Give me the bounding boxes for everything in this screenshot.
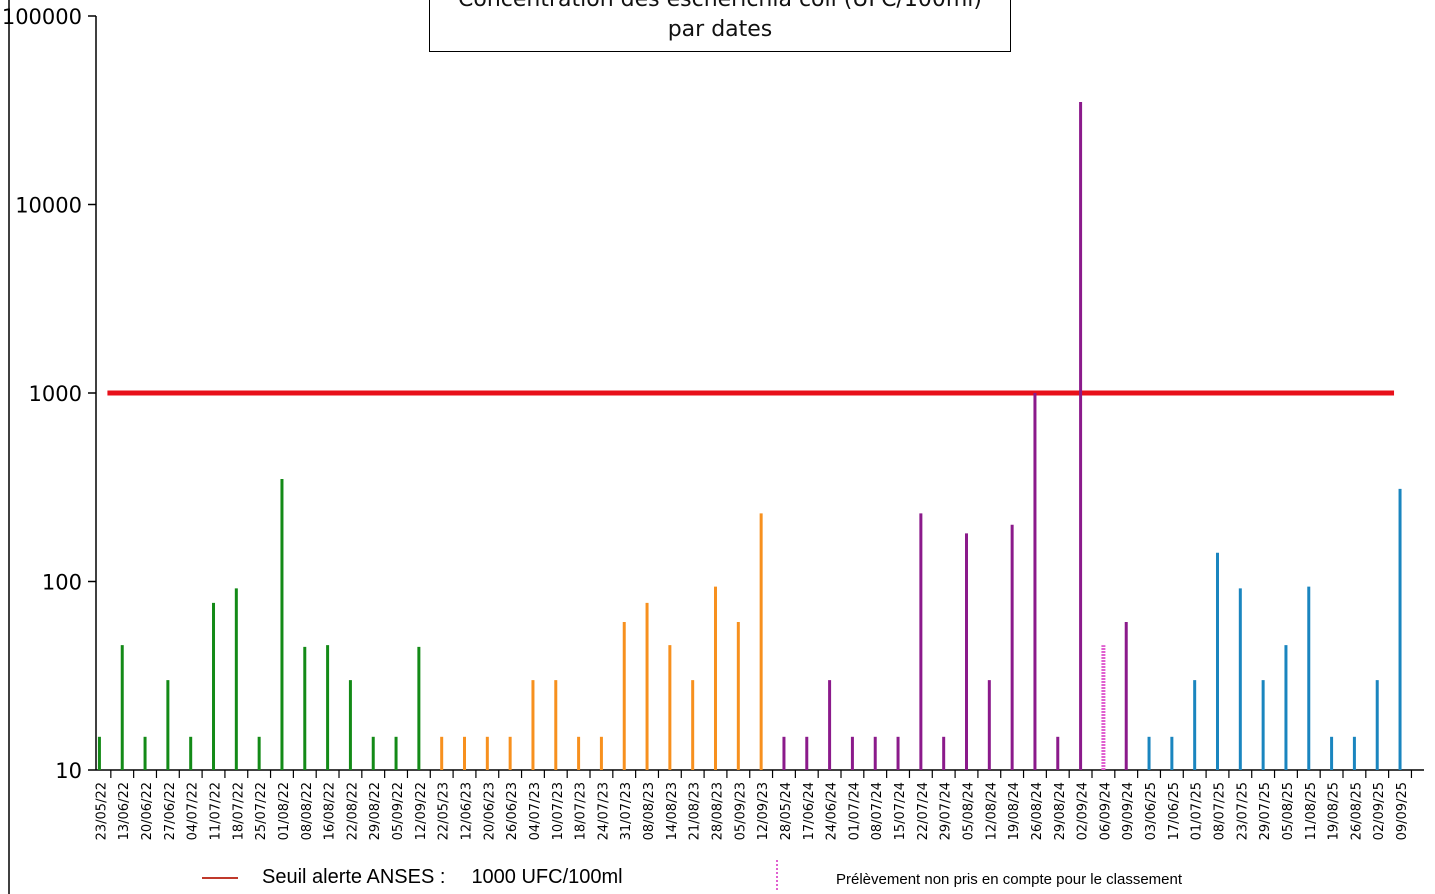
x-tick-label: 18/07/23 <box>574 782 589 840</box>
x-tick-label: 05/09/22 <box>391 782 406 840</box>
x-tick-label: 21/08/23 <box>688 782 703 840</box>
x-tick-label: 05/08/25 <box>1281 782 1296 840</box>
x-tick-label: 13/06/22 <box>117 782 132 840</box>
x-tick-label: 18/07/22 <box>231 782 246 840</box>
x-tick-label: 20/06/23 <box>482 782 497 840</box>
x-tick-label: 15/07/24 <box>893 782 908 840</box>
x-tick-label: 26/08/25 <box>1349 782 1364 840</box>
x-tick-label: 14/08/23 <box>665 782 680 840</box>
x-tick-label: 01/08/22 <box>277 782 292 840</box>
y-tick-label: 10000 <box>15 194 82 218</box>
legend-excluded: Prélèvement non pris en compte pour le c… <box>776 860 1183 890</box>
x-tick-label: 17/06/25 <box>1167 782 1182 840</box>
x-tick-label: 09/09/25 <box>1395 782 1410 840</box>
y-tick-label: 1000 <box>29 382 82 406</box>
x-tick-label: 16/08/22 <box>323 782 338 840</box>
x-tick-label: 01/07/24 <box>847 782 862 840</box>
x-tick-label: 11/08/25 <box>1304 782 1319 840</box>
x-tick-label: 25/07/22 <box>254 782 269 840</box>
y-tick-label: 100 <box>42 571 82 595</box>
legend-threshold-value: 1000 UFC/100ml <box>471 866 623 888</box>
legend-threshold: Seuil alerte ANSES : 1000 UFC/100ml <box>202 866 623 889</box>
x-tick-label: 22/05/23 <box>437 782 452 840</box>
x-tick-label: 26/06/23 <box>505 782 520 840</box>
legend-threshold-label: Seuil alerte ANSES : <box>262 866 446 888</box>
x-tick-label: 24/07/23 <box>596 782 611 840</box>
x-tick-label: 08/07/24 <box>870 782 885 840</box>
x-tick-label: 19/08/25 <box>1327 782 1342 840</box>
x-tick-label: 23/07/25 <box>1235 782 1250 840</box>
x-tick-label: 20/06/22 <box>140 782 155 840</box>
x-tick-label: 12/08/24 <box>984 782 999 840</box>
x-tick-label: 29/07/24 <box>939 782 954 840</box>
x-tick-label: 05/09/23 <box>733 782 748 840</box>
x-tick-label: 17/06/24 <box>802 782 817 840</box>
legend-excluded-swatch <box>776 860 780 890</box>
x-tick-label: 12/09/22 <box>414 782 429 840</box>
x-tick-label: 02/09/25 <box>1372 782 1387 840</box>
x-tick-label: 29/08/24 <box>1053 782 1068 840</box>
legend-excluded-label: Prélèvement non pris en compte pour le c… <box>836 870 1183 888</box>
x-tick-label: 24/06/24 <box>825 782 840 840</box>
x-tick-label: 04/07/22 <box>186 782 201 840</box>
x-tick-label: 12/06/23 <box>460 782 475 840</box>
chart-title-line-2: par dates <box>667 17 773 42</box>
x-tick-label: 28/05/24 <box>779 782 794 840</box>
x-tick-label: 08/08/23 <box>642 782 657 840</box>
y-tick-label: 100000 <box>2 5 82 29</box>
chart-title: Concentration des escherichia coli (UFC/… <box>429 0 1011 52</box>
x-tick-label: 01/07/25 <box>1190 782 1205 840</box>
x-tick-label: 29/07/25 <box>1258 782 1273 840</box>
legend-threshold-swatch <box>202 876 238 879</box>
x-tick-label: 09/09/24 <box>1121 782 1136 840</box>
x-tick-label: 08/07/25 <box>1212 782 1227 840</box>
x-tick-label: 19/08/24 <box>1007 782 1022 840</box>
x-tick-label: 12/09/23 <box>756 782 771 840</box>
x-tick-label: 29/08/22 <box>368 782 383 840</box>
x-tick-label: 22/08/22 <box>345 782 360 840</box>
x-tick-label: 08/08/22 <box>300 782 315 840</box>
y-tick-label: 10 <box>55 759 82 783</box>
x-tick-label: 05/08/24 <box>962 782 977 840</box>
chart-title-line-1: Concentration des escherichia coli (UFC/… <box>458 0 982 15</box>
x-tick-label: 02/09/24 <box>1076 782 1091 840</box>
x-tick-label: 22/07/24 <box>916 782 931 840</box>
x-tick-label: 23/05/22 <box>94 782 109 840</box>
x-tick-label: 10/07/23 <box>551 782 566 840</box>
x-tick-label: 27/06/22 <box>163 782 178 840</box>
x-tick-label: 06/09/24 <box>1098 782 1113 840</box>
x-tick-label: 26/08/24 <box>1030 782 1045 840</box>
x-tick-label: 28/08/23 <box>711 782 726 840</box>
x-tick-label: 03/06/25 <box>1144 782 1159 840</box>
x-tick-label: 04/07/23 <box>528 782 543 840</box>
x-tick-label: 11/07/22 <box>209 782 224 840</box>
x-tick-label: 31/07/23 <box>619 782 634 840</box>
